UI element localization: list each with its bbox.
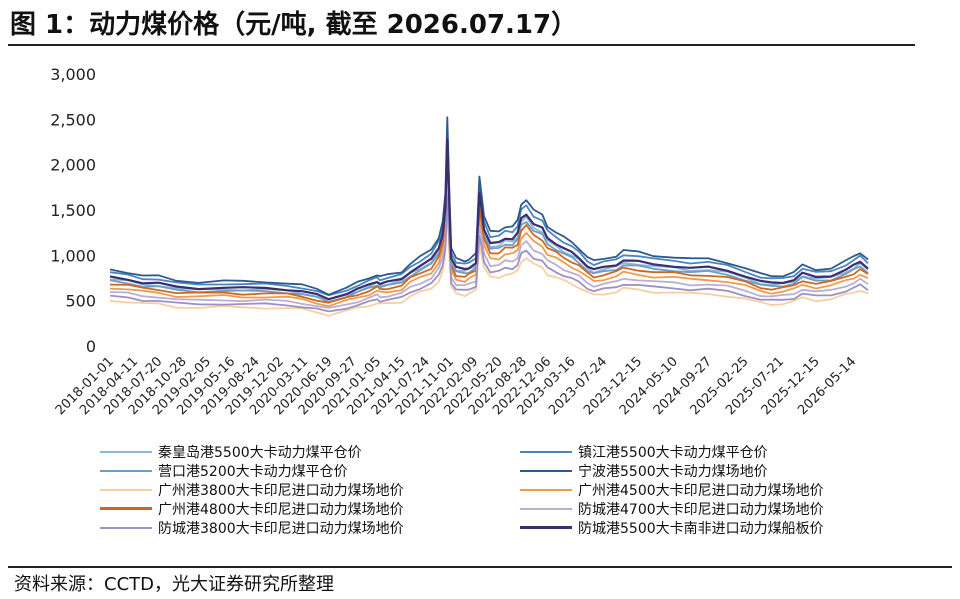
legend-item: 营口港5200大卡动力煤平仓价: [100, 461, 348, 480]
legend-item: 防城港4700大卡印尼进口动力煤场地价: [520, 499, 824, 518]
y-tick-label: 3,000: [50, 65, 96, 84]
y-tick-label: 2,000: [50, 156, 96, 175]
legend-item: 广州港4800大卡印尼进口动力煤场地价: [100, 499, 404, 518]
legend-item: 镇江港5500大卡动力煤平仓价: [520, 442, 768, 461]
series-line: [109, 138, 869, 301]
x-axis: 2018-01-012018-04-112018-07-202018-10-28…: [53, 354, 859, 418]
legend-label: 广州港4500大卡印尼进口动力煤场地价: [578, 482, 824, 499]
legend-item: 秦皇岛港5500大卡动力煤平仓价: [100, 442, 362, 461]
legend-item: 防城港5500大卡南非进口动力煤船板价: [520, 518, 824, 537]
legend-swatch: [100, 526, 152, 529]
legend-label: 宁波港5500大卡动力煤场地价: [578, 463, 768, 480]
title-divider: [8, 44, 915, 46]
series-line: [109, 183, 869, 309]
y-tick-label: 1,500: [50, 201, 96, 220]
legend-swatch: [520, 526, 572, 529]
legend-label: 镇江港5500大卡动力煤平仓价: [578, 444, 768, 461]
legend-label: 防城港4700大卡印尼进口动力煤场地价: [578, 501, 824, 518]
legend-item: 广州港4500大卡印尼进口动力煤场地价: [520, 480, 824, 499]
line-chart: 0 500 1,000 1,500 2,000 2,500 3,000 2018-01-01…: [50, 65, 869, 418]
legend-label: 广州港4800大卡印尼进口动力煤场地价: [158, 501, 404, 518]
legend-item: 广州港3800大卡印尼进口动力煤场地价: [100, 480, 404, 499]
series-line: [109, 208, 869, 317]
legend-label: 防城港5500大卡南非进口动力煤船板价: [578, 520, 824, 537]
legend-swatch: [520, 507, 572, 510]
legend-swatch: [100, 469, 152, 472]
legend-label: 营口港5200大卡动力煤平仓价: [158, 463, 348, 480]
legend-swatch: [520, 450, 572, 453]
y-tick-label: 500: [65, 292, 96, 311]
legend-item: 防城港3800大卡印尼进口动力煤场地价: [100, 518, 404, 537]
series-line: [109, 159, 869, 304]
series-line: [109, 116, 869, 296]
legend-swatch: [100, 488, 152, 491]
y-tick-label: 1,000: [50, 246, 96, 265]
legend-label: 防城港3800大卡印尼进口动力煤场地价: [158, 520, 404, 537]
series-line: [109, 195, 869, 313]
source-divider: [8, 566, 952, 568]
chart-title: 图 1：动力煤价格（元/吨, 截至 2026.07.17）: [10, 10, 578, 40]
legend-swatch: [520, 488, 572, 491]
y-tick-label: 2,500: [50, 110, 96, 129]
plot-lines: [109, 116, 869, 317]
legend-label: 广州港3800大卡印尼进口动力煤场地价: [158, 482, 404, 499]
legend-item: 宁波港5500大卡动力煤场地价: [520, 461, 768, 480]
legend-label: 秦皇岛港5500大卡动力煤平仓价: [158, 444, 362, 461]
legend-swatch: [520, 469, 572, 472]
legend-swatch: [100, 450, 152, 453]
y-tick-label: 0: [86, 337, 96, 356]
series-line: [109, 171, 869, 308]
legend-swatch: [100, 507, 152, 510]
y-axis: 0 500 1,000 1,500 2,000 2,500 3,000: [50, 65, 96, 356]
source-note: 资料来源：CCTD，光大证券研究所整理: [14, 574, 334, 595]
